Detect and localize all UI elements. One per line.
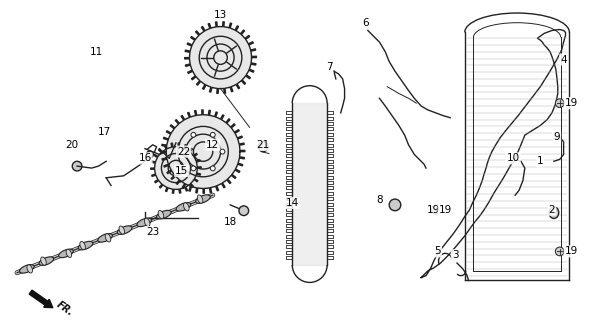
Ellipse shape — [184, 203, 189, 211]
Circle shape — [191, 132, 196, 137]
Text: 17: 17 — [98, 127, 111, 137]
Text: 22: 22 — [177, 147, 190, 156]
Circle shape — [259, 142, 268, 152]
Text: 16: 16 — [139, 153, 152, 164]
Text: 8: 8 — [376, 195, 383, 205]
Ellipse shape — [176, 203, 191, 211]
Ellipse shape — [137, 218, 152, 227]
Ellipse shape — [118, 226, 132, 234]
Circle shape — [431, 205, 440, 214]
Ellipse shape — [145, 218, 150, 227]
Text: 6: 6 — [362, 18, 369, 28]
Text: 4: 4 — [560, 54, 567, 65]
Text: 21: 21 — [257, 140, 270, 150]
Ellipse shape — [98, 234, 112, 242]
Ellipse shape — [78, 241, 93, 250]
Text: 12: 12 — [206, 140, 220, 150]
Text: 19: 19 — [427, 205, 440, 215]
Text: 11: 11 — [90, 47, 103, 57]
Text: 2: 2 — [548, 205, 555, 215]
Text: 14: 14 — [286, 198, 299, 208]
Ellipse shape — [66, 249, 71, 258]
Text: 23: 23 — [146, 227, 160, 237]
Ellipse shape — [105, 234, 111, 242]
FancyArrow shape — [29, 290, 53, 308]
Ellipse shape — [27, 265, 32, 273]
Text: 19: 19 — [565, 98, 578, 108]
Circle shape — [556, 247, 564, 256]
Text: FR.: FR. — [55, 300, 75, 318]
Text: 3: 3 — [452, 250, 458, 260]
Circle shape — [389, 199, 401, 211]
Circle shape — [191, 166, 196, 171]
Ellipse shape — [158, 211, 164, 219]
Text: 20: 20 — [65, 140, 79, 150]
Ellipse shape — [19, 265, 34, 273]
Polygon shape — [151, 143, 201, 193]
Ellipse shape — [196, 195, 211, 203]
Text: 19: 19 — [565, 246, 578, 256]
Text: 7: 7 — [326, 62, 332, 72]
Circle shape — [72, 161, 82, 171]
Text: 5: 5 — [434, 246, 441, 256]
Circle shape — [556, 99, 564, 108]
Text: 13: 13 — [214, 10, 227, 20]
Ellipse shape — [59, 249, 73, 258]
Circle shape — [181, 149, 186, 154]
Circle shape — [239, 206, 248, 216]
Text: 15: 15 — [175, 166, 188, 176]
Circle shape — [146, 151, 153, 158]
Ellipse shape — [119, 226, 125, 234]
Circle shape — [220, 149, 225, 154]
Polygon shape — [185, 22, 256, 93]
Polygon shape — [161, 110, 245, 193]
Text: 19: 19 — [439, 205, 452, 215]
Text: 1: 1 — [537, 156, 544, 166]
Ellipse shape — [39, 257, 53, 265]
Ellipse shape — [80, 242, 85, 250]
Circle shape — [211, 166, 215, 171]
Ellipse shape — [197, 195, 203, 203]
Text: 18: 18 — [224, 217, 237, 227]
Ellipse shape — [157, 210, 171, 219]
Text: 9: 9 — [554, 132, 560, 142]
Text: 10: 10 — [506, 153, 520, 164]
Ellipse shape — [549, 207, 559, 219]
Circle shape — [211, 132, 215, 137]
Ellipse shape — [41, 257, 46, 265]
